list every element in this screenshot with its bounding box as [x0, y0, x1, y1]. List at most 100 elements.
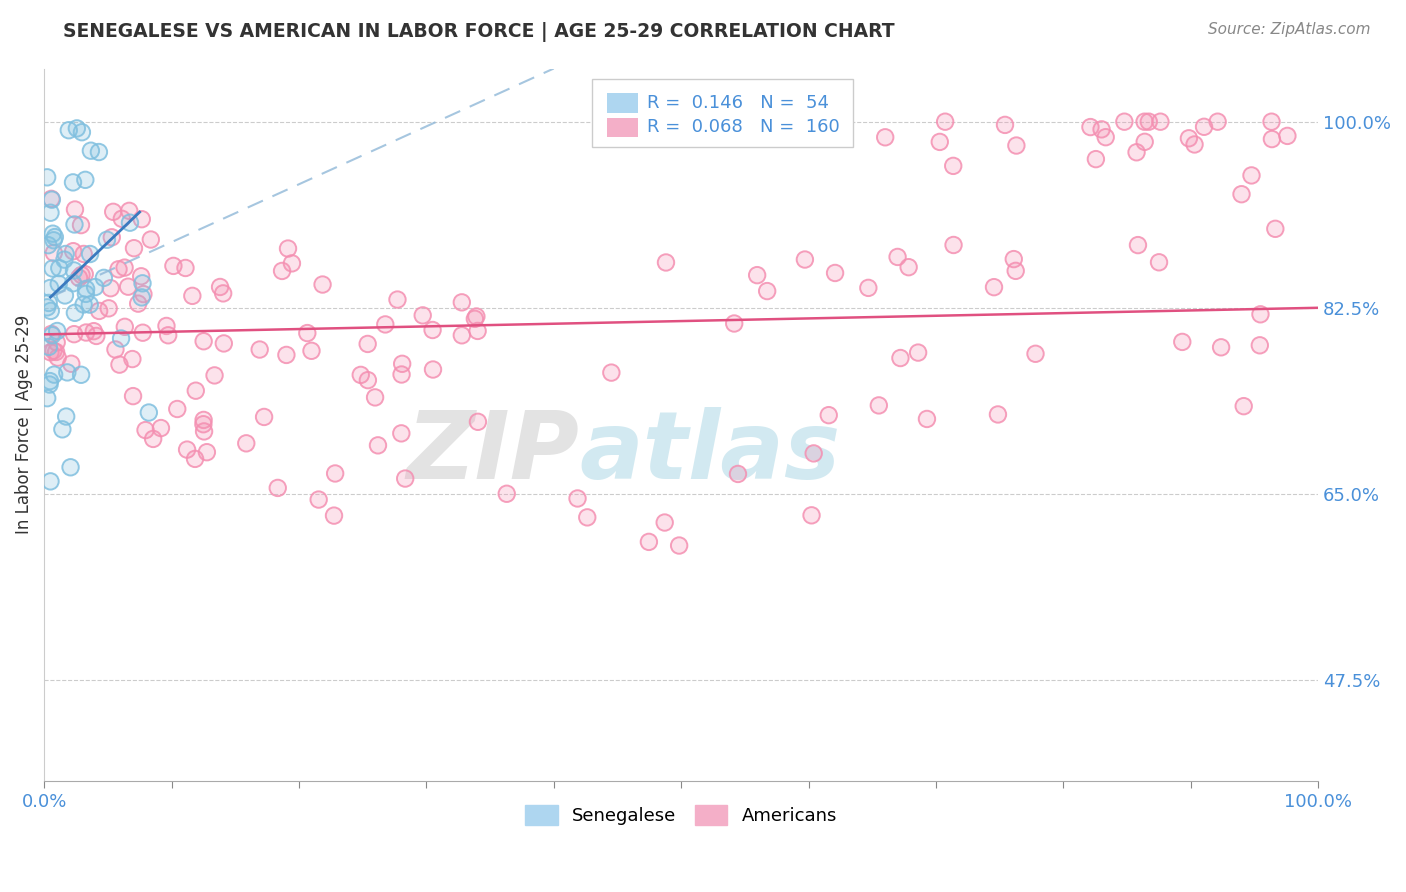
Point	[193, 425, 215, 439]
Point	[39, 345, 62, 359]
Point	[412, 309, 434, 323]
Point	[1004, 264, 1026, 278]
Point	[157, 328, 180, 343]
Point	[928, 135, 950, 149]
Point	[41, 326, 63, 341]
Point	[576, 510, 599, 524]
Point	[59, 460, 82, 475]
Point	[868, 398, 890, 412]
Point	[212, 336, 235, 351]
Point	[1147, 255, 1170, 269]
Point	[79, 247, 101, 261]
Point	[800, 508, 823, 523]
Point	[1005, 138, 1028, 153]
Point	[824, 266, 846, 280]
Point	[84, 280, 107, 294]
Point	[41, 328, 63, 343]
Point	[875, 130, 897, 145]
Point	[38, 340, 60, 354]
Point	[1090, 122, 1112, 136]
Point	[80, 144, 103, 158]
Point	[1206, 114, 1229, 128]
Point	[1094, 130, 1116, 145]
Point	[1171, 334, 1194, 349]
Point	[1094, 130, 1116, 145]
Point	[1192, 120, 1215, 134]
Point	[135, 423, 157, 437]
Point	[122, 241, 145, 255]
Point	[63, 263, 86, 277]
Point	[638, 534, 661, 549]
Point	[149, 421, 172, 435]
Point	[301, 343, 323, 358]
Point	[37, 391, 59, 405]
Point	[37, 301, 59, 315]
Point	[39, 281, 62, 295]
Point	[756, 284, 779, 298]
Point	[42, 245, 65, 260]
Point	[747, 268, 769, 282]
Point	[465, 310, 488, 324]
Point	[212, 286, 235, 301]
Point	[412, 309, 434, 323]
Point	[131, 277, 153, 291]
Point	[942, 238, 965, 252]
Point	[1184, 137, 1206, 152]
Point	[39, 192, 62, 206]
Point	[56, 365, 79, 379]
Point	[193, 334, 215, 349]
Point	[55, 247, 77, 261]
Point	[654, 516, 676, 530]
Point	[56, 365, 79, 379]
Point	[70, 368, 93, 382]
Point	[934, 114, 956, 128]
Point	[1080, 120, 1102, 134]
Point	[994, 118, 1017, 132]
Point	[723, 317, 745, 331]
Point	[212, 336, 235, 351]
Point	[184, 451, 207, 466]
Point	[311, 277, 333, 292]
Point	[668, 539, 690, 553]
Point	[41, 193, 63, 207]
Point	[1260, 114, 1282, 128]
Point	[44, 230, 66, 244]
Point	[464, 311, 486, 326]
Point	[111, 211, 134, 226]
Point	[1005, 138, 1028, 153]
Point	[391, 368, 413, 382]
Point	[132, 326, 155, 340]
Point	[195, 445, 218, 459]
Point	[655, 255, 678, 269]
Point	[37, 170, 59, 185]
Point	[139, 233, 162, 247]
FancyBboxPatch shape	[592, 79, 853, 147]
Point	[600, 366, 623, 380]
Point	[1024, 347, 1046, 361]
Point	[942, 159, 965, 173]
Legend: Senegalese, Americans: Senegalese, Americans	[526, 805, 837, 825]
Point	[37, 238, 59, 252]
Point	[212, 286, 235, 301]
Point	[75, 286, 97, 301]
Point	[118, 216, 141, 230]
Point	[72, 297, 94, 311]
Point	[46, 351, 69, 365]
Point	[162, 259, 184, 273]
Point	[301, 343, 323, 358]
Point	[108, 358, 131, 372]
Point	[114, 319, 136, 334]
Point	[1277, 128, 1299, 143]
Point	[983, 280, 1005, 294]
Point	[42, 233, 65, 247]
Point	[39, 205, 62, 219]
Point	[86, 329, 108, 343]
Point	[131, 212, 153, 227]
Point	[193, 413, 215, 427]
Point	[75, 326, 97, 340]
Point	[1004, 264, 1026, 278]
Point	[271, 264, 294, 278]
Point	[37, 238, 59, 252]
Point	[53, 288, 76, 302]
Point	[70, 268, 93, 282]
